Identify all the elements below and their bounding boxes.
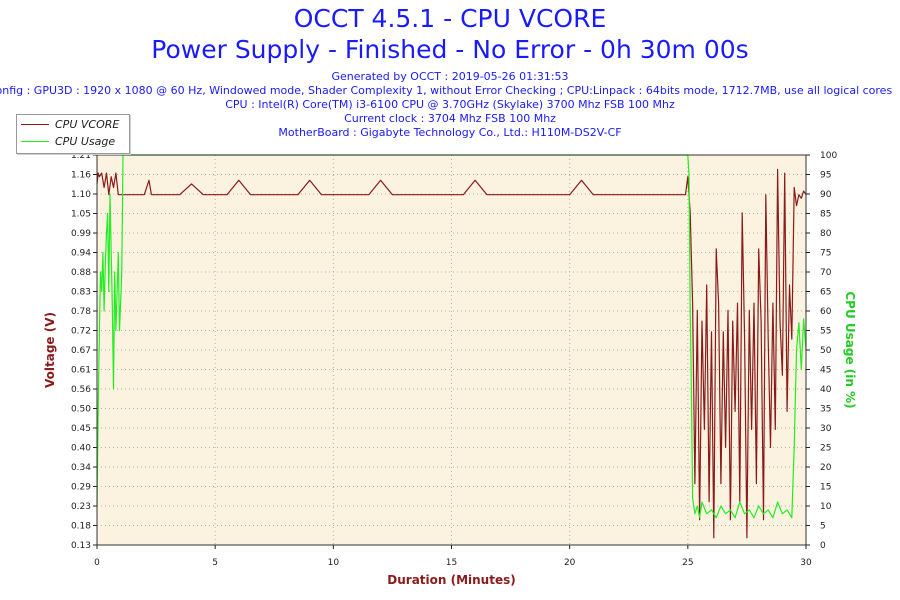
left-tick-label: 1.05: [71, 210, 91, 220]
right-tick-label: 100: [820, 151, 837, 161]
left-tick-label: 0.45: [71, 424, 91, 434]
right-tick-label: 0: [820, 541, 826, 551]
left-tick-label: 0.72: [71, 327, 91, 337]
right-tick-label: 95: [820, 171, 831, 181]
right-tick-label: 10: [820, 502, 832, 512]
left-tick-label: 0.29: [71, 483, 91, 493]
x-tick-label: 15: [446, 558, 457, 568]
left-tick-label: 0.40: [71, 444, 91, 454]
left-tick-label: 0.34: [71, 463, 91, 473]
right-tick-label: 45: [820, 366, 831, 376]
chart-subtitle: Power Supply - Finished - No Error - 0h …: [151, 35, 749, 64]
legend-swatch-usage: [21, 140, 49, 142]
right-tick-label: 5: [820, 522, 826, 532]
legend-swatch-vcore: [21, 123, 49, 125]
x-tick-label: 25: [682, 558, 693, 568]
x-tick-label: 0: [94, 558, 100, 568]
x-tick-label: 10: [328, 558, 340, 568]
right-tick-label: 55: [820, 327, 831, 337]
left-tick-label: 0.61: [71, 366, 91, 376]
series-lines: [96, 154, 807, 539]
right-tick-label: 35: [820, 405, 831, 415]
left-tick-label: 1.16: [71, 171, 91, 181]
series-line-usage: [96, 154, 807, 519]
plot-frame: [96, 154, 807, 546]
left-tick-label: 1.21: [71, 151, 91, 161]
right-tick-label: 25: [820, 444, 831, 454]
chart-title: OCCT 4.5.1 - CPU VCORE: [293, 4, 607, 33]
left-tick-label: 0.99: [71, 229, 91, 239]
legend: CPU VCORE CPU Usage: [16, 114, 130, 154]
right-tick-label: 90: [820, 190, 832, 200]
right-tick-label: 50: [820, 346, 832, 356]
right-tick-label: 20: [820, 463, 832, 473]
left-tick-label: 1.10: [71, 190, 91, 200]
generated-info: Generated by OCCT : 2019-05-26 01:31:53: [331, 70, 569, 83]
right-tick-label: 30: [820, 424, 832, 434]
cpu-info: CPU : Intel(R) Core(TM) i3-6100 CPU @ 3.…: [225, 98, 675, 111]
left-tick-label: 0.88: [71, 268, 91, 278]
legend-item-vcore: CPU VCORE: [21, 116, 119, 132]
left-tick-label: 0.78: [71, 307, 91, 317]
left-tick-label: 0.50: [71, 405, 91, 415]
motherboard-info: MotherBoard : Gigabyte Technology Co., L…: [278, 126, 622, 139]
left-tick-label: 0.23: [71, 502, 91, 512]
right-tick-label: 80: [820, 229, 832, 239]
left-tick-label: 0.56: [71, 385, 91, 395]
config-info: Config : GPU3D : 1920 x 1080 @ 60 Hz, Wi…: [0, 84, 893, 97]
right-tick-label: 85: [820, 210, 831, 220]
y-axis-title: Voltage (V): [43, 312, 57, 388]
right-tick-label: 15: [820, 483, 831, 493]
legend-item-usage: CPU Usage: [21, 133, 115, 149]
left-tick-label: 0.67: [71, 346, 91, 356]
legend-label-vcore: CPU VCORE: [55, 117, 120, 131]
right-tick-label: 75: [820, 249, 831, 259]
x-tick-label: 30: [800, 558, 812, 568]
x-axis-title: Duration (Minutes): [387, 573, 515, 587]
right-tick-label: 60: [820, 307, 832, 317]
right-tick-label: 40: [820, 385, 832, 395]
left-tick-label: 0.13: [71, 541, 91, 551]
clock-info: Current clock : 3704 Mhz FSB 100 Mhz: [344, 112, 556, 125]
series-line-vcore: [96, 168, 807, 539]
right-tick-label: 70: [820, 268, 832, 278]
left-tick-label: 0.83: [71, 288, 91, 298]
left-tick-label: 0.18: [71, 522, 91, 532]
right-axis-ticks: 0 5 10 15 20 25 30 35 40 45 50 55 60 65 70 75 80 85 90 95 10…: [806, 151, 837, 551]
right-tick-label: 65: [820, 288, 831, 298]
left-tick-label: 0.94: [71, 249, 91, 259]
left-axis-ticks: 0.13 0.18 0.23 0.29 0.34 0.40 0.45 0.50 0.56 0.61…: [71, 151, 97, 551]
y2-axis-title: CPU Usage (in %): [843, 291, 857, 408]
x-tick-label: 5: [212, 558, 218, 568]
x-axis-ticks: 0 5 10 15 20 25 30: [94, 545, 812, 568]
legend-label-usage: CPU Usage: [55, 134, 116, 148]
x-tick-label: 20: [564, 558, 576, 568]
